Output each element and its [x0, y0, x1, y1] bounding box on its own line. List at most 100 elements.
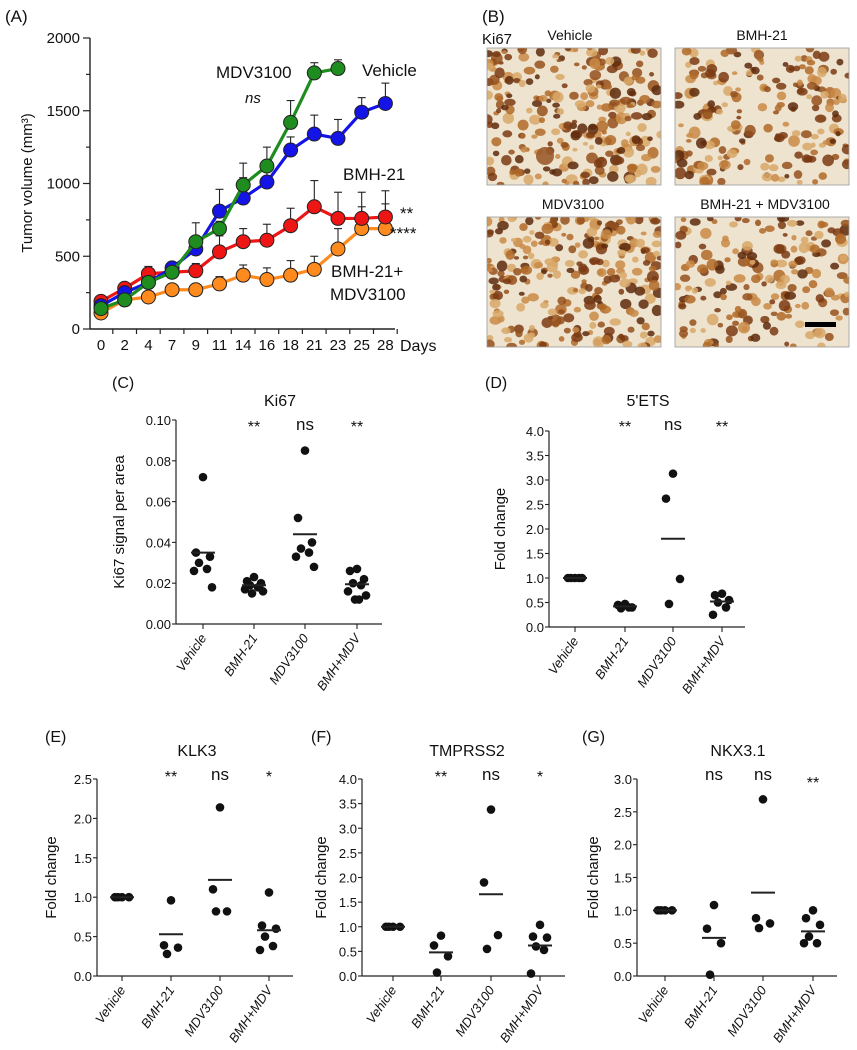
nucleus	[572, 326, 580, 333]
nucleus	[763, 86, 771, 93]
nucleus	[593, 294, 602, 303]
nucleus	[594, 286, 603, 295]
nucleus	[626, 217, 636, 225]
data-point	[443, 952, 453, 961]
nucleus	[651, 100, 661, 109]
nucleus	[830, 68, 837, 75]
nucleus	[647, 330, 655, 337]
nucleus	[635, 144, 646, 152]
micrograph-image	[675, 217, 849, 347]
y-tick-label: 0.0	[74, 969, 92, 984]
nucleus	[781, 250, 791, 259]
nucleus	[586, 152, 598, 164]
nucleus	[625, 131, 631, 137]
nucleus	[713, 80, 719, 86]
nucleus	[697, 65, 707, 72]
nucleus	[806, 59, 816, 66]
nucleus	[808, 280, 818, 289]
nucleus	[801, 301, 810, 310]
nucleus	[741, 217, 750, 224]
data-point	[164, 282, 180, 298]
nucleus	[520, 265, 533, 275]
y-tick-label: 1.5	[614, 871, 632, 886]
nucleus	[689, 48, 699, 58]
nucleus	[685, 260, 696, 268]
y-tick-label: 0.0	[339, 969, 357, 984]
nucleus	[531, 134, 538, 139]
nucleus	[730, 90, 738, 98]
nucleus	[556, 137, 564, 144]
data-point	[205, 552, 215, 561]
panel-label-c: (C)	[112, 375, 134, 392]
nucleus	[796, 179, 803, 185]
nucleus	[733, 274, 746, 283]
nucleus	[595, 258, 604, 266]
x-tick-label: MDV3100	[452, 982, 498, 1039]
data-point	[283, 218, 299, 234]
micrograph-border	[674, 47, 850, 186]
nucleus	[675, 92, 683, 99]
nucleus	[508, 149, 515, 155]
nucleus	[622, 340, 633, 347]
nucleus	[627, 326, 635, 333]
nucleus	[598, 116, 607, 123]
data-point	[240, 585, 250, 594]
nucleus	[770, 259, 779, 265]
x-axis-label: Days	[400, 338, 436, 355]
data-point	[348, 578, 358, 588]
data-point	[724, 595, 734, 605]
data-point	[166, 896, 176, 905]
nucleus	[772, 77, 781, 84]
nucleus	[501, 154, 512, 166]
nucleus	[589, 321, 597, 329]
data-point	[354, 104, 370, 120]
nucleus	[721, 102, 729, 108]
nucleus	[750, 333, 761, 342]
nucleus	[536, 105, 548, 117]
chart-title: KLK3	[177, 743, 216, 760]
nucleus	[547, 315, 553, 320]
data-point	[377, 209, 393, 225]
nucleus	[700, 328, 706, 333]
nucleus	[685, 150, 693, 157]
nucleus	[725, 280, 732, 286]
data-point	[235, 234, 251, 250]
nucleus	[487, 62, 494, 71]
nucleus	[836, 58, 844, 66]
y-tick-label: 2.0	[74, 811, 92, 826]
y-tick-label: 0	[72, 321, 80, 338]
nucleus	[534, 231, 545, 239]
nucleus	[735, 87, 742, 92]
nucleus	[502, 278, 512, 285]
nucleus	[600, 103, 613, 112]
nucleus	[518, 52, 530, 62]
data-point	[721, 603, 731, 612]
data-point	[479, 878, 489, 887]
data-point	[307, 538, 317, 547]
nucleus	[566, 233, 574, 241]
nucleus	[742, 326, 748, 332]
nucleus	[530, 240, 538, 247]
nucleus	[558, 309, 565, 314]
x-tick-label: 23	[330, 337, 347, 354]
nucleus	[578, 288, 586, 295]
nucleus	[771, 173, 780, 182]
nucleus	[517, 119, 529, 131]
data-point	[283, 267, 299, 283]
nucleus	[487, 230, 494, 238]
nucleus	[818, 51, 830, 62]
y-tick-label: 1.0	[614, 903, 632, 918]
nucleus	[585, 284, 593, 292]
nucleus	[514, 168, 523, 177]
series-bmh-21-mdv3100	[93, 203, 393, 321]
data-point	[754, 923, 764, 933]
nucleus	[744, 124, 756, 137]
nucleus	[571, 119, 578, 124]
nucleus	[584, 300, 596, 311]
nucleus	[556, 58, 562, 63]
nucleus	[794, 55, 802, 62]
panel-label-d: (D)	[485, 375, 507, 392]
nucleus	[605, 84, 613, 90]
x-tick-label: 16	[259, 337, 276, 354]
nucleus	[764, 274, 774, 284]
